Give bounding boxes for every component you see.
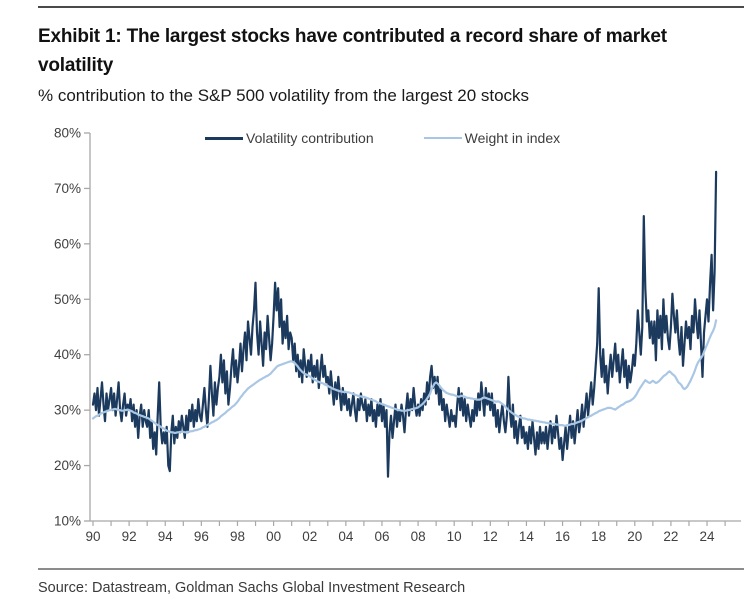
x-tick-label: 22 [663,529,678,544]
source-note: Source: Datastream, Goldman Sachs Global… [38,580,466,596]
x-tick-label: 08 [411,529,426,544]
weight-in-index-line [91,319,718,434]
chart-legend: Volatility contribution Weight in index [205,130,560,146]
x-tick-label: 16 [555,529,570,544]
y-tick-label: 10% [54,514,81,529]
y-tick-label: 60% [54,236,81,251]
x-tick-label: 98 [230,529,245,544]
legend-item-weight: Weight in index [423,130,561,146]
exhibit-title: Exhibit 1: The largest stocks have contr… [38,26,667,77]
x-tick-label: 06 [374,529,389,544]
x-tick-label: 12 [483,529,498,544]
x-tick-label: 20 [627,529,642,544]
legend-label-weight: Weight in index [464,130,561,146]
volatility-contribution-line [91,170,718,478]
y-tick-label: 50% [54,292,81,307]
x-tick-label: 92 [122,529,137,544]
y-tick-label: 40% [54,347,81,362]
weight-line-swatch [423,136,462,140]
x-tick-label: 96 [194,529,209,544]
x-tick-label: 18 [591,529,606,544]
y-tick-label: 30% [54,403,81,418]
y-tick-label: 80% [54,126,81,141]
y-tick-label: 70% [54,181,81,196]
volatility-line-swatch [205,136,243,140]
legend-label-volatility: Volatility contribution [246,130,374,146]
exhibit-subtitle: % contribution to the S&P 500 volatility… [38,86,530,105]
y-tick-label: 20% [54,458,81,473]
top-divider [38,6,744,8]
x-tick-label: 94 [158,529,174,544]
x-tick-label: 04 [338,529,354,544]
x-tick-label: 14 [519,529,535,544]
x-tick-label: 00 [266,529,281,544]
x-tick-label: 02 [302,529,317,544]
x-tick-label: 90 [85,529,100,544]
x-tick-label: 24 [700,529,716,544]
bottom-divider [38,568,744,570]
legend-item-volatility: Volatility contribution [205,130,374,146]
x-tick-label: 10 [447,529,462,544]
